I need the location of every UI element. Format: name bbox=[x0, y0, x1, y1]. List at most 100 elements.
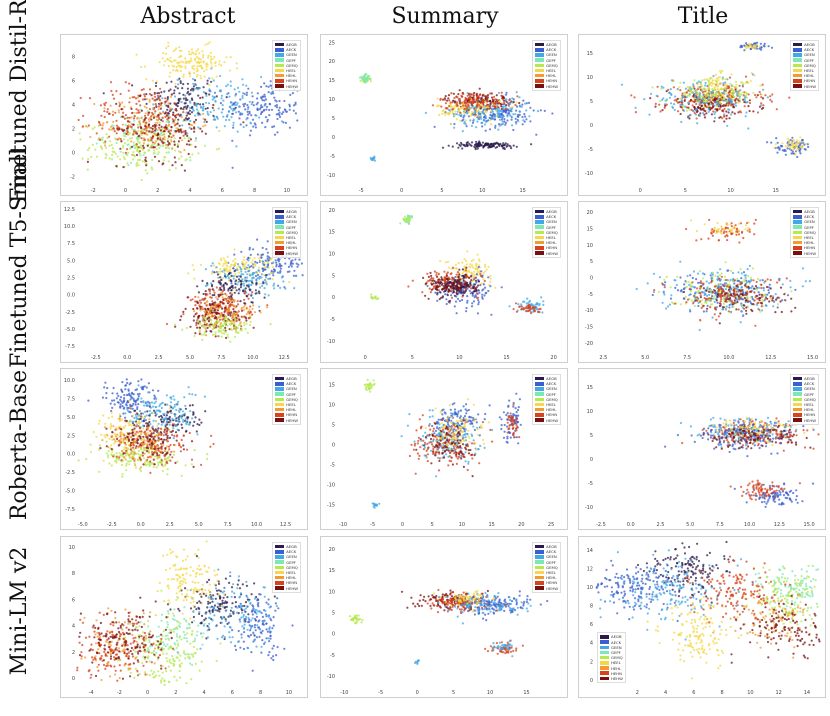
data-point bbox=[497, 112, 501, 115]
data-point bbox=[200, 66, 203, 69]
data-point bbox=[487, 276, 490, 279]
data-point bbox=[224, 282, 227, 285]
legend-label: HEHN bbox=[286, 78, 298, 84]
y-tick-label: 6 bbox=[72, 79, 75, 85]
data-point bbox=[231, 109, 235, 112]
data-point bbox=[227, 289, 230, 292]
data-point bbox=[682, 95, 685, 99]
data-point bbox=[202, 61, 205, 64]
data-point bbox=[661, 98, 664, 101]
data-point bbox=[191, 98, 194, 101]
data-point bbox=[245, 313, 248, 316]
data-point bbox=[701, 79, 704, 82]
data-point bbox=[153, 132, 156, 135]
data-point bbox=[151, 97, 154, 100]
data-point bbox=[728, 86, 731, 89]
y-tick-label: 20 bbox=[329, 59, 335, 65]
legend-entry: GEEN bbox=[535, 52, 558, 57]
data-point bbox=[257, 269, 260, 272]
data-point bbox=[693, 79, 696, 82]
data-point bbox=[204, 43, 207, 46]
data-point bbox=[465, 285, 468, 288]
data-point bbox=[454, 263, 457, 266]
legend-label: HEHW bbox=[286, 250, 298, 256]
data-point bbox=[279, 267, 282, 270]
data-point bbox=[79, 96, 82, 100]
data-point bbox=[482, 102, 485, 105]
data-point bbox=[218, 318, 222, 321]
data-point bbox=[699, 97, 702, 100]
data-point bbox=[483, 123, 487, 126]
data-point bbox=[182, 108, 185, 111]
data-point bbox=[243, 290, 246, 293]
data-point bbox=[234, 272, 237, 275]
y-tick-label: 15 bbox=[329, 230, 335, 236]
data-point bbox=[184, 97, 188, 100]
data-point bbox=[731, 85, 734, 88]
data-point bbox=[799, 136, 802, 139]
data-point bbox=[230, 292, 233, 295]
y-tick-label: 5 bbox=[332, 116, 335, 122]
data-point bbox=[218, 90, 221, 93]
data-point bbox=[716, 82, 719, 85]
data-point bbox=[131, 153, 134, 156]
data-point bbox=[201, 338, 204, 341]
data-point bbox=[464, 269, 468, 272]
data-point bbox=[267, 85, 270, 88]
legend-label: GEEN bbox=[804, 52, 815, 58]
data-point bbox=[205, 65, 208, 68]
data-point bbox=[162, 141, 165, 144]
data-point bbox=[242, 262, 245, 265]
data-point bbox=[364, 72, 367, 76]
y-tick-label: 0 bbox=[332, 135, 335, 141]
x-tick-label: 10 bbox=[284, 188, 290, 194]
data-point bbox=[153, 99, 156, 102]
data-point bbox=[137, 158, 140, 162]
data-point bbox=[661, 109, 664, 112]
data-point bbox=[213, 55, 216, 59]
data-point bbox=[458, 143, 461, 146]
x-tick-label: 15 bbox=[519, 188, 525, 194]
data-point bbox=[260, 276, 263, 279]
data-point bbox=[541, 311, 544, 314]
data-point bbox=[197, 110, 200, 113]
data-point bbox=[216, 273, 219, 276]
data-point bbox=[786, 147, 789, 150]
data-point bbox=[236, 267, 239, 270]
data-point bbox=[527, 101, 531, 104]
data-point bbox=[501, 110, 504, 114]
data-point bbox=[146, 110, 149, 113]
data-point bbox=[175, 109, 178, 112]
data-point bbox=[223, 310, 226, 313]
data-point bbox=[288, 280, 291, 284]
data-point bbox=[202, 315, 206, 318]
data-point bbox=[183, 148, 186, 152]
data-point bbox=[276, 117, 279, 121]
data-point bbox=[189, 53, 192, 56]
data-point bbox=[180, 155, 183, 158]
data-point bbox=[259, 311, 262, 314]
data-point bbox=[693, 106, 696, 109]
data-point bbox=[749, 80, 752, 83]
data-point bbox=[248, 324, 251, 327]
data-point bbox=[529, 120, 532, 123]
data-point bbox=[798, 150, 801, 153]
data-point bbox=[536, 110, 540, 113]
data-point bbox=[539, 307, 542, 310]
legend-label: HEHL bbox=[804, 73, 815, 79]
data-point bbox=[170, 140, 173, 143]
data-point bbox=[527, 304, 530, 307]
data-point bbox=[489, 274, 492, 278]
data-point bbox=[114, 111, 117, 114]
legend-swatch bbox=[275, 48, 285, 52]
data-point bbox=[458, 99, 462, 102]
data-point bbox=[427, 297, 430, 300]
legend-swatch bbox=[535, 42, 545, 47]
data-point bbox=[250, 103, 253, 106]
data-point bbox=[226, 255, 229, 258]
data-point bbox=[298, 258, 301, 261]
data-point bbox=[201, 319, 204, 322]
data-point bbox=[198, 320, 201, 323]
data-point bbox=[269, 84, 272, 87]
